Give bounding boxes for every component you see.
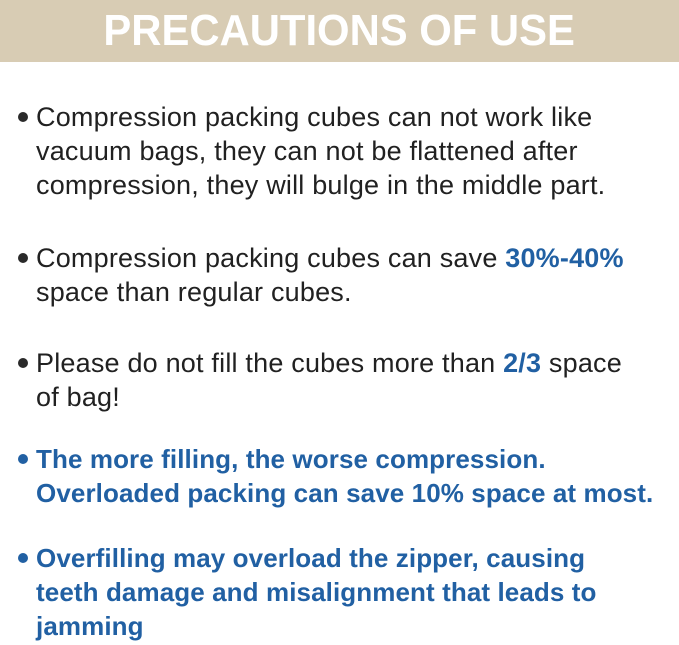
bullet-dot <box>18 454 28 464</box>
highlight-fraction: 2/3 <box>503 348 542 378</box>
bullet-dot <box>18 112 28 122</box>
text-line: compression, they will bulge in the midd… <box>36 170 606 200</box>
bullet-text: The more filling, the worse compression.… <box>36 442 653 510</box>
text-line: Overfilling may overload the zipper, cau… <box>36 543 586 573</box>
text-line: space than regular cubes. <box>36 277 352 307</box>
bullet-text: Overfilling may overload the zipper, cau… <box>36 541 597 643</box>
bullet-dot <box>18 253 28 263</box>
text-line: vacuum bags, they can not be flattened a… <box>36 136 578 166</box>
text-line: Compression packing cubes can save 30%-4… <box>36 241 624 275</box>
text-line: jamming <box>36 611 144 641</box>
bullet-item-overfill-warning: The more filling, the worse compression.… <box>18 442 665 510</box>
bullet-item-zipper-warning: Overfilling may overload the zipper, cau… <box>18 541 665 643</box>
bullet-text: Compression packing cubes can not work l… <box>36 100 605 202</box>
text-line: Compression packing cubes can not work l… <box>36 102 593 132</box>
text-segment: space <box>541 348 622 378</box>
text-line: Overloaded packing can save 10% space at… <box>36 478 654 508</box>
header-banner: PRECAUTIONS OF USE <box>0 0 679 62</box>
bullet-text: Please do not fill the cubes more than 2… <box>36 346 622 414</box>
bullet-item-fill-limit: Please do not fill the cubes more than 2… <box>18 346 665 414</box>
bullet-dot <box>18 358 28 368</box>
text-line: Please do not fill the cubes more than 2… <box>36 346 622 380</box>
highlight-percentage: 30%-40% <box>505 243 624 273</box>
page-title: PRECAUTIONS OF USE <box>103 6 576 55</box>
text-line: of bag! <box>36 382 120 412</box>
bullet-text: Compression packing cubes can save 30%-4… <box>36 241 624 309</box>
text-segment: Please do not fill the cubes more than <box>36 348 504 378</box>
text-line: teeth damage and misalignment that leads… <box>36 577 597 607</box>
bullet-dot <box>18 553 28 563</box>
text-line: The more filling, the worse compression. <box>36 444 546 474</box>
bullet-item-space-saving: Compression packing cubes can save 30%-4… <box>18 241 665 309</box>
text-segment: Compression packing cubes can save <box>36 243 506 273</box>
bullet-item-vacuum-bags: Compression packing cubes can not work l… <box>18 100 665 202</box>
